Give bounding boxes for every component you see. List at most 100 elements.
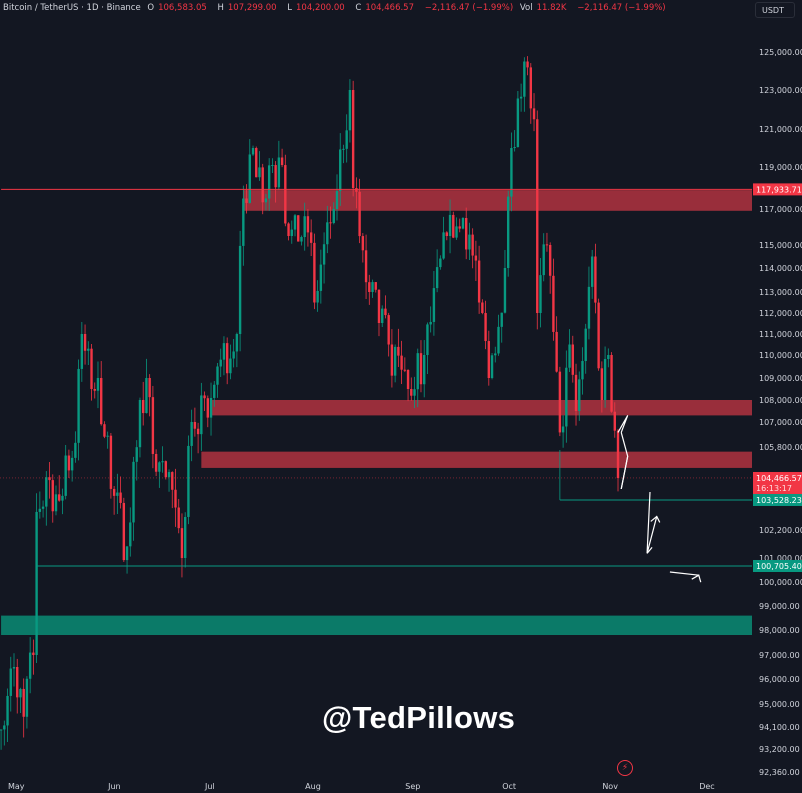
candle-body <box>219 359 222 367</box>
candle-body <box>3 725 6 730</box>
candle-body <box>16 667 19 698</box>
candle-body <box>477 260 481 303</box>
candle-body <box>280 157 284 166</box>
candle-body <box>565 367 568 427</box>
projection-arrow <box>669 571 699 576</box>
candle-body <box>600 368 604 400</box>
arrowhead <box>646 546 653 554</box>
candle-body <box>203 395 206 399</box>
y-tick-label: 117,000.00 <box>759 205 802 214</box>
candle-body <box>83 334 87 351</box>
chart-header: Bitcoin / TetherUS · 1D · Binance O 106,5… <box>3 3 666 13</box>
candle-body <box>297 215 300 242</box>
candle-body <box>542 244 545 276</box>
candle-body <box>151 397 155 454</box>
currency-unit-button[interactable]: USDT <box>755 2 795 18</box>
candle-body <box>603 359 607 400</box>
candle-body <box>142 400 145 414</box>
candle-body <box>158 462 161 472</box>
high-value: 107,299.00 <box>227 3 277 13</box>
candle-body <box>6 695 9 726</box>
candle-body <box>465 218 468 250</box>
candle-body <box>594 256 597 303</box>
price-label-bg <box>753 183 802 196</box>
candle-body <box>238 245 242 334</box>
candle-body <box>355 188 358 192</box>
symbol-title[interactable]: Bitcoin / TetherUS · 1D · Binance <box>3 3 141 13</box>
candle-body <box>445 232 449 236</box>
price-label: 103,528.23 <box>756 496 802 505</box>
candle-body <box>506 196 510 268</box>
candle-body <box>48 477 51 481</box>
candle-body <box>519 96 523 99</box>
candle-body <box>61 495 64 501</box>
candle-body <box>80 334 84 369</box>
candle-body <box>461 218 465 229</box>
candle-body <box>200 395 203 435</box>
y-tick-label: 105,800.00 <box>759 443 802 452</box>
zone-resistance <box>243 190 752 211</box>
candle-body <box>548 245 552 276</box>
candle-body <box>209 397 213 418</box>
candle-body <box>335 191 339 209</box>
price-label: 100,705.40 <box>756 562 802 571</box>
candle-body <box>284 165 287 224</box>
candle-body <box>345 130 348 149</box>
x-tick-label: Dec <box>699 782 714 791</box>
candle-body <box>54 494 58 512</box>
candle-body <box>138 400 142 448</box>
candle-body <box>19 688 22 698</box>
price-label: 117,933.71 <box>756 185 802 194</box>
candle-body <box>371 282 374 292</box>
candle-body <box>578 379 581 411</box>
candle-body <box>87 348 90 351</box>
candle-body <box>397 346 400 356</box>
candle-body <box>426 324 429 355</box>
candle-body <box>90 348 93 389</box>
candle-body <box>235 334 239 352</box>
candle-body <box>497 326 500 354</box>
x-tick-label: Sep <box>405 782 420 791</box>
candle-body <box>119 492 122 503</box>
candle-body <box>487 341 491 378</box>
candle-body <box>32 652 35 655</box>
candle-body <box>77 368 80 443</box>
candle-body <box>513 147 516 149</box>
candle-body <box>597 302 600 369</box>
candle-body <box>25 678 29 717</box>
candle-body <box>196 428 200 435</box>
candle-body <box>229 358 232 374</box>
candle-body <box>125 546 129 561</box>
y-tick-label: 100,000.00 <box>759 578 802 587</box>
candle-body <box>132 461 135 523</box>
candle-body <box>74 442 77 458</box>
candle-body <box>258 167 261 178</box>
candle-body <box>584 328 587 362</box>
candle-body <box>455 226 458 238</box>
candle-body <box>255 148 258 178</box>
y-tick-label: 125,000.00 <box>759 48 802 57</box>
price-axis <box>752 0 802 793</box>
candle-body <box>9 668 12 696</box>
candle-body <box>503 268 507 313</box>
candle-body <box>377 289 381 323</box>
candle-body <box>271 165 274 167</box>
candle-body <box>261 167 264 203</box>
candle-body <box>442 232 445 259</box>
candle-body <box>490 355 494 378</box>
lightning-icon[interactable]: ⚡ <box>617 760 633 776</box>
candle-body <box>164 461 168 478</box>
candle-body <box>574 374 578 411</box>
candle-body <box>558 371 562 433</box>
y-tick-label: 112,000.00 <box>759 309 802 318</box>
candle-body <box>148 378 151 398</box>
candle-body <box>96 378 100 391</box>
candle-body <box>309 232 313 243</box>
candle-body <box>277 157 281 188</box>
candle-body <box>610 355 613 412</box>
candle-body <box>368 282 371 292</box>
candle-body <box>38 508 42 512</box>
candle-body <box>109 435 113 489</box>
candle-body <box>180 528 184 558</box>
